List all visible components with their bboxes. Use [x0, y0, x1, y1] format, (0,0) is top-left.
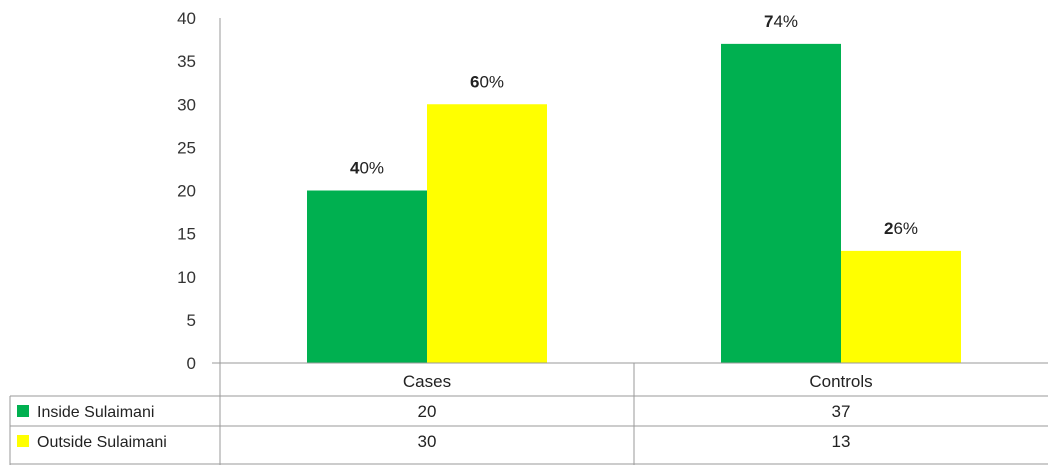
data-label: 40% — [350, 159, 384, 178]
legend-label: Inside Sulaimani — [37, 404, 154, 421]
y-tick-label: 5 — [187, 311, 196, 330]
table-cell: 37 — [832, 402, 851, 421]
y-axis-ticks: 0 5 10 15 20 25 30 35 40 — [177, 9, 196, 373]
legend-swatch — [17, 405, 29, 417]
bar-inside-sulaimani-controls — [721, 43, 841, 363]
bar-outside-sulaimani-cases — [427, 104, 547, 363]
data-table: Cases Controls Inside Sulaimani 20 37 Outside… — [17, 372, 873, 451]
table-cell: 13 — [832, 432, 851, 451]
y-tick-label: 40 — [177, 9, 196, 28]
y-tick-label: 35 — [177, 52, 196, 71]
data-label: 26% — [884, 219, 918, 238]
category-label: Cases — [403, 372, 451, 391]
y-tick-label: 10 — [177, 268, 196, 287]
data-labels: 40% 74% 60% 26% — [350, 12, 918, 238]
y-tick-label: 15 — [177, 225, 196, 244]
bar-outside-sulaimani-controls — [841, 250, 961, 363]
y-tick-label: 0 — [187, 354, 196, 373]
data-table-grid — [9, 18, 1048, 465]
table-cell: 20 — [418, 402, 437, 421]
bars — [307, 43, 961, 363]
y-tick-label: 20 — [177, 182, 196, 201]
legend-label: Outside Sulaimani — [37, 434, 167, 451]
data-label: 74% — [764, 12, 798, 31]
legend-swatch — [17, 435, 29, 447]
table-cell: 30 — [418, 432, 437, 451]
bar-inside-sulaimani-cases — [307, 190, 427, 363]
category-label: Controls — [809, 372, 872, 391]
y-tick-label: 25 — [177, 138, 196, 157]
y-tick-label: 30 — [177, 95, 196, 114]
data-label: 60% — [470, 72, 504, 91]
